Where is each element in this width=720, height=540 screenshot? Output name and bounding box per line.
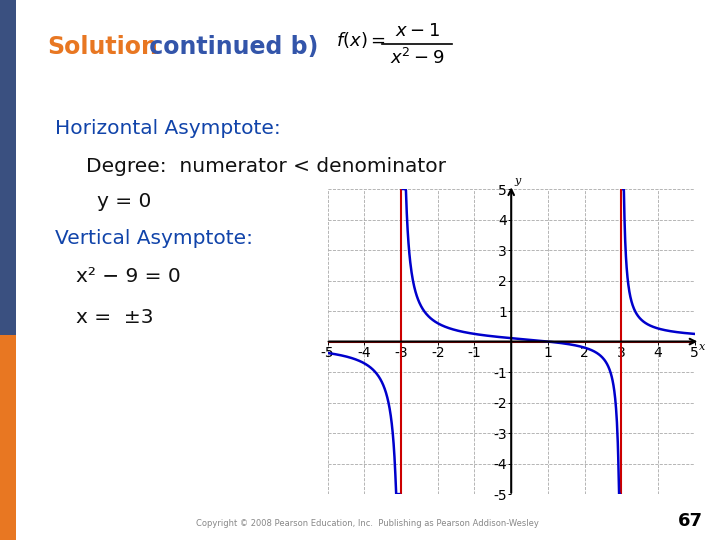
Text: y = 0: y = 0: [96, 192, 151, 211]
Text: x =  ±3: x = ±3: [76, 308, 153, 327]
Text: Horizontal Asymptote:: Horizontal Asymptote:: [55, 119, 280, 138]
Text: continued b): continued b): [141, 35, 318, 59]
Text: x: x: [699, 342, 706, 352]
Text: x² − 9 = 0: x² − 9 = 0: [76, 267, 181, 286]
Text: 67: 67: [678, 512, 703, 530]
Text: y: y: [515, 177, 521, 186]
Text: $x^{2}-9$: $x^{2}-9$: [390, 48, 445, 68]
Text: $x-1$: $x-1$: [395, 22, 440, 39]
Text: Copyright © 2008 Pearson Education, Inc.  Publishing as Pearson Addison-Wesley: Copyright © 2008 Pearson Education, Inc.…: [197, 519, 539, 528]
Text: $f(x)=$: $f(x)=$: [336, 30, 386, 50]
Text: Solution: Solution: [48, 35, 158, 59]
Text: Degree:  numerator < denominator: Degree: numerator < denominator: [86, 157, 446, 176]
Text: Vertical Asymptote:: Vertical Asymptote:: [55, 230, 253, 248]
